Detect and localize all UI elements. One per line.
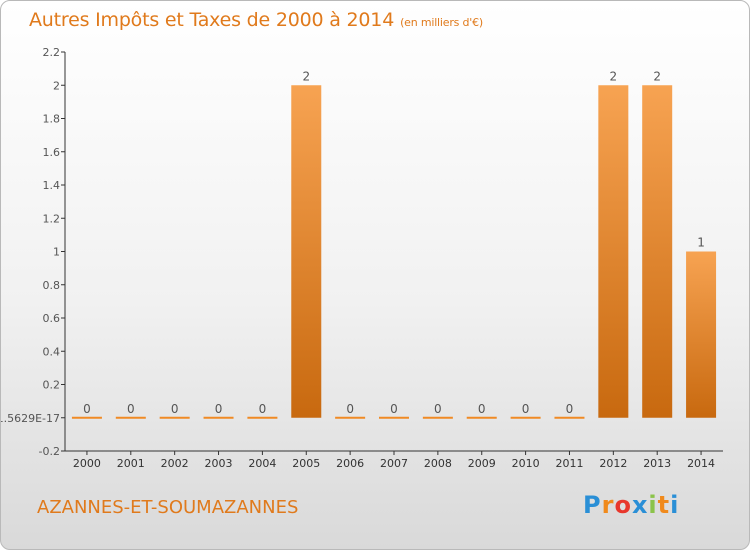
- bar: [203, 416, 234, 419]
- x-tick-label: 2007: [380, 457, 408, 470]
- data-label: 2: [610, 69, 618, 83]
- x-tick-label: 2001: [117, 457, 145, 470]
- y-tick-label: 0.4: [43, 345, 61, 358]
- data-label: 0: [522, 402, 530, 416]
- brand-letter: t: [657, 491, 671, 519]
- y-tick-label: 2.2: [43, 46, 61, 59]
- x-tick-label: 2012: [599, 457, 627, 470]
- data-label: 0: [215, 402, 223, 416]
- data-label: 0: [390, 402, 398, 416]
- commune-name: AZANNES-ET-SOUMAZANNES: [37, 497, 299, 518]
- bar: [510, 416, 541, 419]
- brand-letter: i: [670, 491, 680, 519]
- data-label: 0: [566, 402, 574, 416]
- data-label: 2: [653, 69, 661, 83]
- y-tick-label: 1.8: [43, 113, 61, 126]
- x-tick-label: 2013: [643, 457, 671, 470]
- x-tick-label: 2002: [161, 457, 189, 470]
- x-tick-label: 2014: [687, 457, 715, 470]
- bars: [71, 85, 717, 419]
- data-label: 0: [83, 402, 91, 416]
- bar: [115, 416, 146, 419]
- x-tick-label: 2009: [468, 457, 496, 470]
- chart-title: Autres Impôts et Taxes de 2000 à 2014 (en…: [29, 9, 483, 31]
- unit-note: (en milliers d'€): [400, 16, 483, 29]
- x-tick-label: 2005: [292, 457, 320, 470]
- y-tick-label: 0.8: [43, 279, 61, 292]
- x-tick-label: 2008: [424, 457, 452, 470]
- y-tick-label: 1.4: [43, 179, 61, 192]
- bar: [422, 416, 453, 419]
- data-label: 1: [697, 236, 705, 250]
- bar: [379, 416, 409, 419]
- x-tick-label: 2006: [336, 457, 364, 470]
- bar: [686, 251, 717, 418]
- bar: [466, 416, 497, 419]
- data-label: 0: [434, 402, 442, 416]
- brand-letter: r: [601, 491, 615, 519]
- data-label: 0: [346, 402, 354, 416]
- title-text: Autres Impôts et Taxes de 2000 à 2014: [29, 9, 395, 31]
- y-tick-label: 1: [53, 246, 60, 259]
- y-tick-label: 2: [53, 79, 60, 92]
- x-tick-label: 2004: [248, 457, 276, 470]
- bar: [554, 416, 585, 419]
- bar: [642, 85, 673, 418]
- brand-letter: P: [583, 491, 602, 519]
- y-tick-label: 1.6: [43, 146, 61, 159]
- axes: 2.2 2 1.8 1.6 1.4 1.2 1 0.8 0.6 0.4 0.2 -1.5629E-17…: [1, 46, 723, 470]
- y-tick-label: 1.2: [43, 212, 61, 225]
- bar: [71, 416, 102, 419]
- x-tick-label: 2011: [555, 457, 583, 470]
- data-label: 0: [127, 402, 135, 416]
- y-tick-label: -1.5629E-17: [1, 412, 60, 425]
- data-label: 0: [259, 402, 267, 416]
- x-tick-label: 2003: [205, 457, 233, 470]
- brand-letter: x: [631, 491, 649, 519]
- bar: [335, 416, 366, 419]
- y-tick-label: -0.2: [39, 445, 60, 458]
- brand-logo: Proxiti: [583, 491, 679, 519]
- data-label: 2: [302, 69, 310, 83]
- data-label: 0: [478, 402, 486, 416]
- x-tick-label: 2010: [512, 457, 540, 470]
- bar: [247, 416, 278, 419]
- brand-letter: o: [614, 491, 632, 519]
- y-tick-label: 0.6: [43, 312, 61, 325]
- y-tick-label: 0.2: [43, 379, 61, 392]
- data-label: 0: [171, 402, 179, 416]
- bar: [291, 85, 322, 418]
- bar: [159, 416, 190, 419]
- brand-letter: i: [648, 491, 658, 519]
- x-tick-label: 2000: [73, 457, 101, 470]
- labels: 0 0 0 0 0 2 0 0 0 0 0 0 2 2 1: [83, 69, 705, 416]
- bar: [598, 85, 629, 418]
